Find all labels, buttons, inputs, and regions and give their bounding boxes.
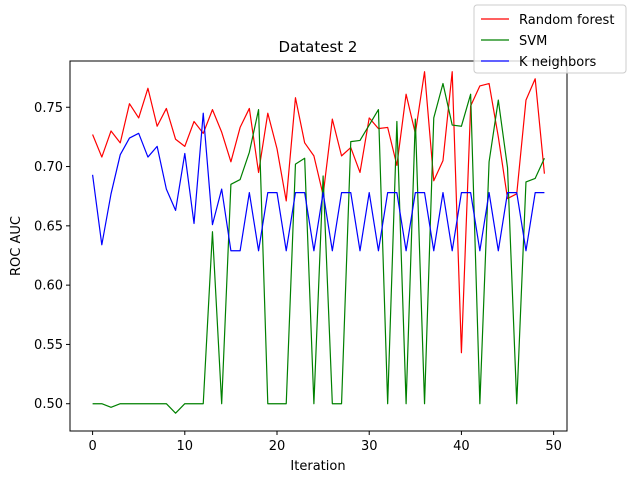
plot-area xyxy=(69,60,568,432)
series-layer xyxy=(91,71,546,414)
legend-box xyxy=(473,4,627,74)
legend-label: Random forest xyxy=(519,13,614,28)
x-tick-label: 0 xyxy=(88,439,96,454)
x-tick-label: 40 xyxy=(453,439,470,454)
chart-title: Datatest 2 xyxy=(279,38,358,56)
series-line-k-neighbors xyxy=(91,112,545,252)
y-axis-label: ROC AUC xyxy=(9,216,24,276)
x-tick-label: 10 xyxy=(177,439,194,454)
legend: Random forest SVM K neighbors xyxy=(473,4,627,74)
legend-label: K neighbors xyxy=(519,55,597,70)
x-axis-label: Iteration xyxy=(290,459,345,474)
plot-frame xyxy=(69,60,568,432)
series-line-svm xyxy=(92,82,545,414)
y-tick-label: 0.60 xyxy=(34,279,63,294)
y-tick-label: 0.75 xyxy=(34,101,63,116)
x-tick-label: 30 xyxy=(361,439,378,454)
y-axis: 0.50 0.55 0.60 0.65 0.70 0.75 xyxy=(34,101,70,412)
x-tick-label: 50 xyxy=(545,439,562,454)
y-tick-label: 0.50 xyxy=(34,397,63,412)
x-tick-label: 20 xyxy=(269,439,286,454)
y-tick-label: 0.65 xyxy=(34,219,63,234)
y-tick-label: 0.55 xyxy=(34,338,63,353)
x-axis: 0 10 20 30 40 50 xyxy=(88,431,562,454)
y-tick-label: 0.70 xyxy=(34,160,63,175)
legend-label: SVM xyxy=(519,34,547,49)
plot-background xyxy=(70,61,567,431)
series-line-random-forest xyxy=(92,71,546,354)
